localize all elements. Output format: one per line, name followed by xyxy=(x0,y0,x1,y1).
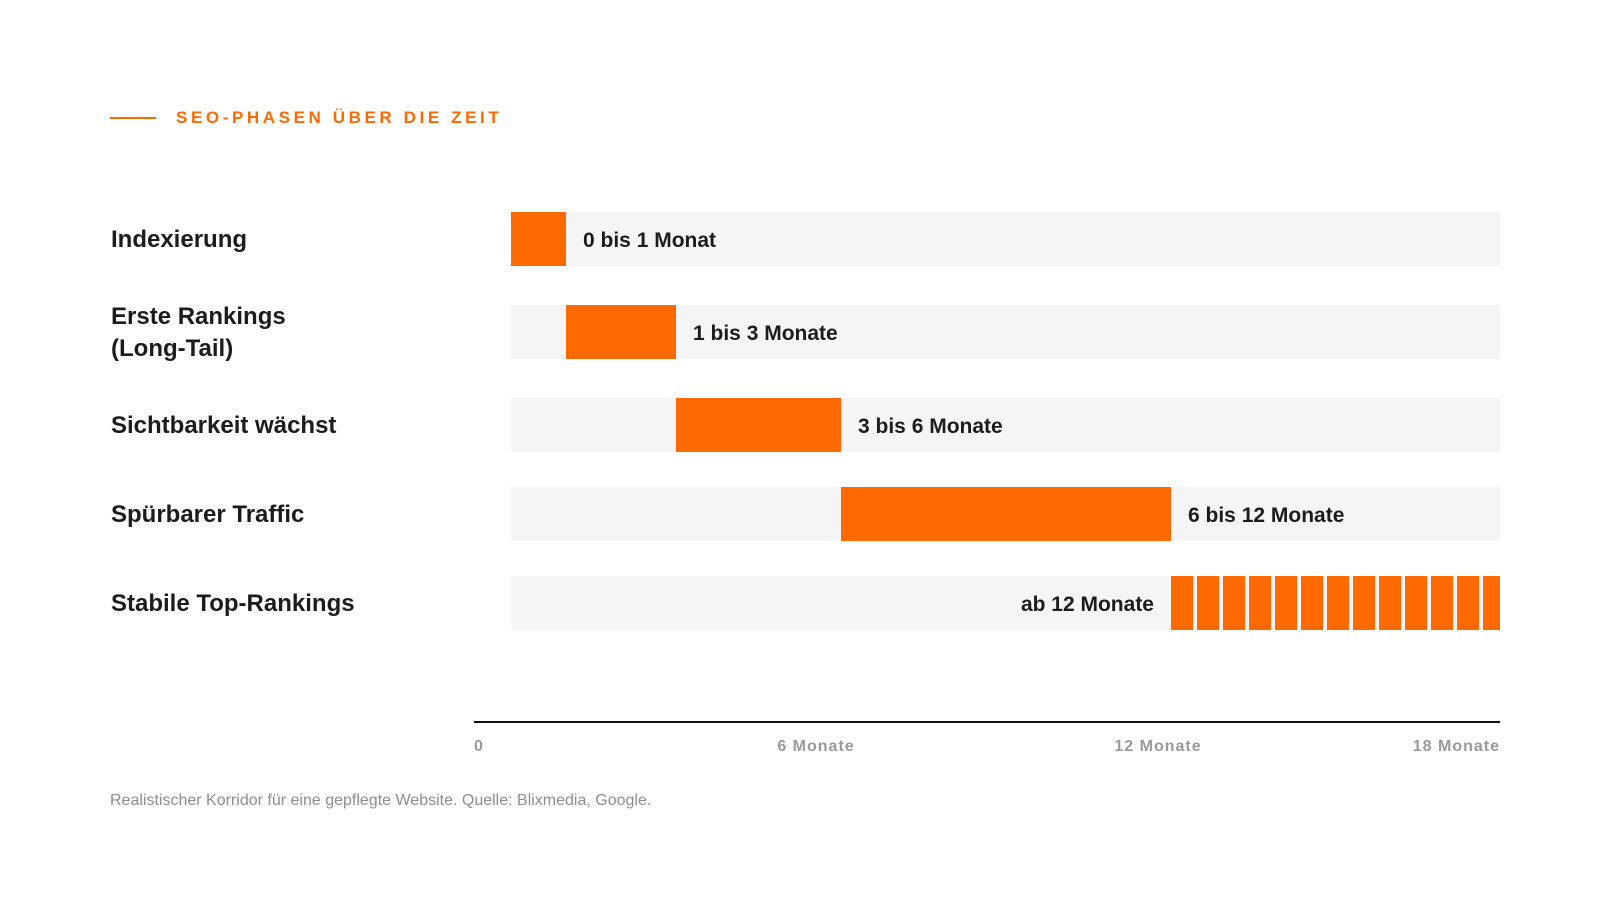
range-label: 3 bis 6 Monate xyxy=(858,415,1003,438)
open-ended-segment xyxy=(1405,576,1427,630)
footnote-source: Realistischer Korridor für eine gepflegt… xyxy=(110,792,652,809)
eyebrow-accent-line xyxy=(110,117,156,119)
range-label: 0 bis 1 Monat xyxy=(583,229,716,252)
open-ended-segment xyxy=(1171,576,1193,630)
open-ended-segment xyxy=(1249,576,1271,630)
chart-title: SEO-PHASEN ÜBER DIE ZEIT xyxy=(176,108,503,127)
range-label: 6 bis 12 Monate xyxy=(1188,504,1344,527)
open-ended-segment xyxy=(1197,576,1219,630)
x-tick-label: 6 Monate xyxy=(777,738,854,755)
open-ended-segment xyxy=(1379,576,1401,630)
x-tick-label: 12 Monate xyxy=(1114,738,1201,755)
open-ended-segment xyxy=(1431,576,1453,630)
range-label: 1 bis 3 Monate xyxy=(693,322,838,345)
open-ended-segment xyxy=(1275,576,1297,630)
row-track xyxy=(511,576,1500,630)
range-bar xyxy=(511,212,566,266)
open-ended-segment xyxy=(1353,576,1375,630)
chart-eyebrow: SEO-PHASEN ÜBER DIE ZEIT xyxy=(110,108,502,128)
row-label: Erste Rankings (Long-Tail) xyxy=(111,303,286,362)
range-label: ab 12 Monate xyxy=(1021,593,1154,616)
row-label: Stabile Top-Rankings xyxy=(111,590,355,617)
row-track xyxy=(511,398,1500,452)
row-label: Sichtbarkeit wächst xyxy=(111,412,336,439)
x-tick-label: 18 Monate xyxy=(1413,738,1500,755)
row-track xyxy=(511,212,1500,266)
range-bar xyxy=(841,487,1171,541)
open-ended-segment xyxy=(1301,576,1323,630)
x-tick-label: 0 xyxy=(474,738,484,755)
range-bar xyxy=(676,398,841,452)
open-ended-segment xyxy=(1223,576,1245,630)
open-ended-segment xyxy=(1483,576,1500,630)
open-ended-segment xyxy=(1327,576,1349,630)
range-bar xyxy=(566,305,676,359)
open-ended-segment xyxy=(1457,576,1479,630)
row-label: Spürbarer Traffic xyxy=(111,501,304,528)
row-label: Indexierung xyxy=(111,226,247,253)
